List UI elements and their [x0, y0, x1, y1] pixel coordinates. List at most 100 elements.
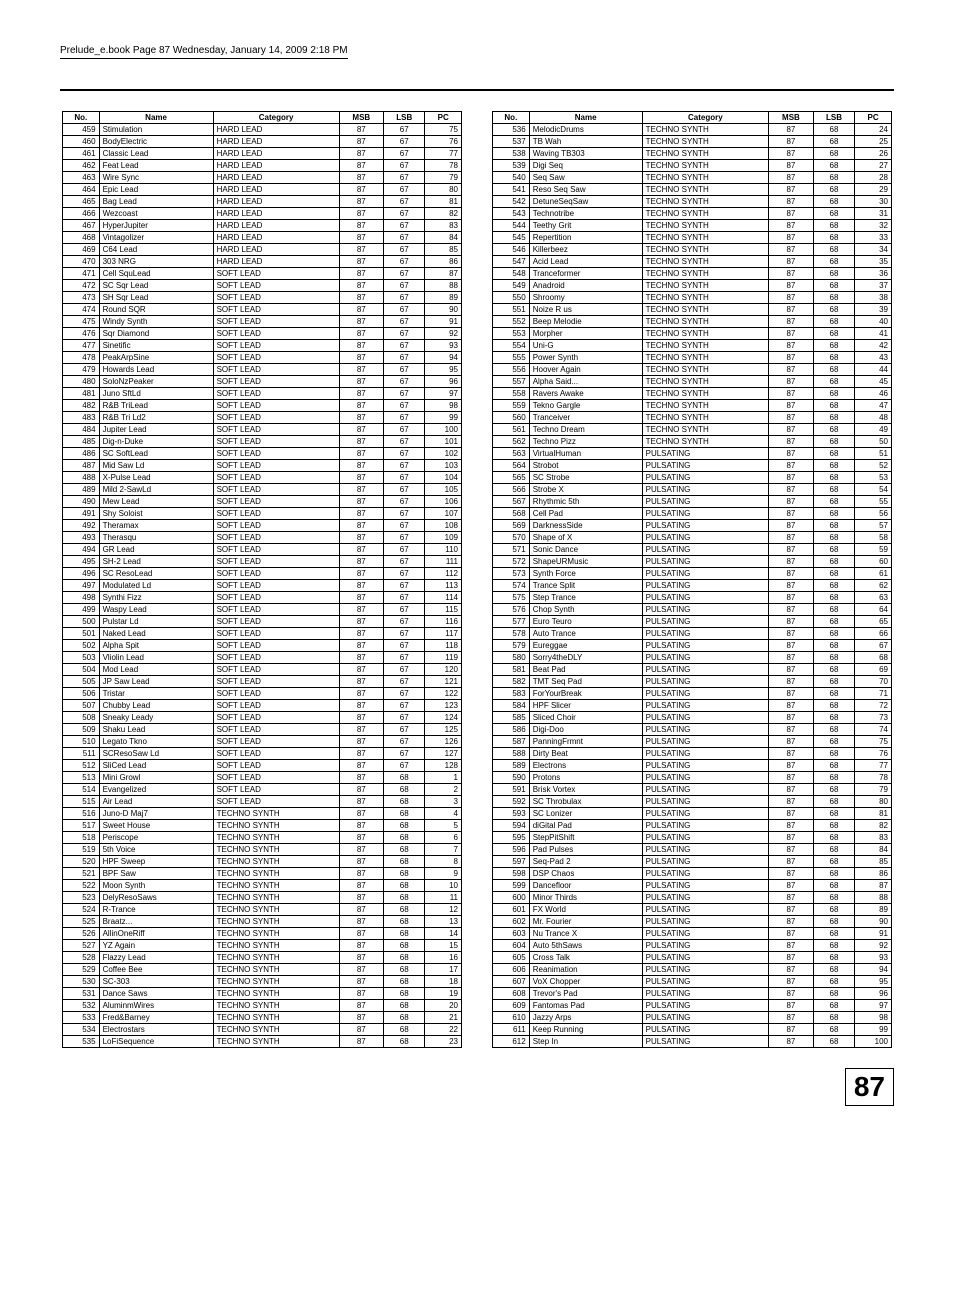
table-cell: Mini Growl: [99, 772, 213, 784]
table-cell: SOFT LEAD: [213, 328, 339, 340]
table-cell: 459: [63, 124, 100, 136]
table-cell: Vliolin Lead: [99, 652, 213, 664]
table-cell: 87: [339, 568, 384, 580]
table-cell: 484: [63, 424, 100, 436]
table-cell: PULSATING: [642, 520, 768, 532]
table-cell: 87: [769, 568, 814, 580]
table-cell: HARD LEAD: [213, 232, 339, 244]
table-cell: 461: [63, 148, 100, 160]
table-cell: 87: [769, 160, 814, 172]
table-cell: 67: [384, 700, 425, 712]
table-cell: SOFT LEAD: [213, 292, 339, 304]
table-cell: 67: [384, 760, 425, 772]
table-row: 534ElectrostarsTECHNO SYNTH876822: [63, 1024, 462, 1036]
table-cell: 67: [384, 400, 425, 412]
table-cell: 111: [425, 556, 462, 568]
table-cell: 87: [339, 496, 384, 508]
table-cell: 608: [493, 988, 530, 1000]
table-cell: 87: [339, 904, 384, 916]
table-cell: Cross Talk: [529, 952, 642, 964]
table-cell: 87: [339, 844, 384, 856]
table-cell: TECHNO SYNTH: [642, 208, 768, 220]
table-row: 595StepPitShiftPULSATING876883: [493, 832, 892, 844]
table-cell: TECHNO SYNTH: [213, 808, 339, 820]
table-cell: SOFT LEAD: [213, 616, 339, 628]
col-header: MSB: [769, 112, 814, 124]
table-cell: 596: [493, 844, 530, 856]
table-cell: Evangelized: [99, 784, 213, 796]
table-cell: 87: [769, 340, 814, 352]
table-cell: Beep Melodie: [529, 316, 642, 328]
table-cell: ForYourBreak: [529, 688, 642, 700]
table-cell: 518: [63, 832, 100, 844]
table-row: 570Shape of XPULSATING876858: [493, 532, 892, 544]
table-cell: Sneaky Leady: [99, 712, 213, 724]
table-cell: diGital Pad: [529, 820, 642, 832]
table-row: 558Ravers AwakeTECHNO SYNTH876846: [493, 388, 892, 400]
table-cell: TECHNO SYNTH: [642, 232, 768, 244]
table-cell: TECHNO SYNTH: [213, 880, 339, 892]
table-cell: SOFT LEAD: [213, 652, 339, 664]
table-cell: 74: [855, 724, 892, 736]
table-cell: MelodicDrums: [529, 124, 642, 136]
table-cell: 127: [425, 748, 462, 760]
table-cell: 504: [63, 664, 100, 676]
table-cell: 87: [339, 460, 384, 472]
table-cell: TECHNO SYNTH: [642, 424, 768, 436]
table-cell: 87: [339, 520, 384, 532]
table-cell: 119: [425, 652, 462, 664]
table-cell: 525: [63, 916, 100, 928]
table-row: 582TMT Seq PadPULSATING876870: [493, 676, 892, 688]
table-cell: 25: [855, 136, 892, 148]
table-cell: 471: [63, 268, 100, 280]
table-cell: Strobe X: [529, 484, 642, 496]
table-cell: PULSATING: [642, 1024, 768, 1036]
table-cell: 67: [384, 280, 425, 292]
table-cell: 68: [813, 340, 854, 352]
table-row: 601FX WorldPULSATING876889: [493, 904, 892, 916]
table-cell: SOFT LEAD: [213, 688, 339, 700]
table-cell: 68: [384, 892, 425, 904]
table-cell: 579: [493, 640, 530, 652]
table-cell: 586: [493, 724, 530, 736]
table-row: 477SinetificSOFT LEAD876793: [63, 340, 462, 352]
table-cell: TECHNO SYNTH: [213, 916, 339, 928]
table-row: 486SC SoftLeadSOFT LEAD8767102: [63, 448, 462, 460]
table-cell: 8: [425, 856, 462, 868]
table-cell: 21: [425, 1012, 462, 1024]
table-row: 560TranceiverTECHNO SYNTH876848: [493, 412, 892, 424]
table-cell: TECHNO SYNTH: [642, 304, 768, 316]
table-cell: HARD LEAD: [213, 136, 339, 148]
table-cell: 68: [384, 1024, 425, 1036]
table-cell: 87: [339, 676, 384, 688]
table-cell: 87: [769, 604, 814, 616]
table-cell: 587: [493, 736, 530, 748]
table-cell: 68: [813, 304, 854, 316]
table-row: 555Power SynthTECHNO SYNTH876843: [493, 352, 892, 364]
table-row: 607VoX ChopperPULSATING876895: [493, 976, 892, 988]
page-number-container: 87: [60, 1068, 894, 1106]
table-cell: 495: [63, 556, 100, 568]
table-cell: Power Synth: [529, 352, 642, 364]
table-cell: 87: [339, 400, 384, 412]
table-cell: 81: [855, 808, 892, 820]
table-cell: 303 NRG: [99, 256, 213, 268]
table-row: 598DSP ChaosPULSATING876886: [493, 868, 892, 880]
table-cell: 599: [493, 880, 530, 892]
table-cell: SOFT LEAD: [213, 484, 339, 496]
table-cell: R-Trance: [99, 904, 213, 916]
table-cell: 68: [813, 772, 854, 784]
table-cell: 497: [63, 580, 100, 592]
table-cell: PeakArpSine: [99, 352, 213, 364]
table-cell: 107: [425, 508, 462, 520]
table-cell: 581: [493, 664, 530, 676]
table-cell: 18: [425, 976, 462, 988]
table-cell: 41: [855, 328, 892, 340]
table-cell: 87: [339, 196, 384, 208]
table-cell: 67: [384, 184, 425, 196]
table-row: 550ShroomyTECHNO SYNTH876838: [493, 292, 892, 304]
table-cell: 87: [339, 472, 384, 484]
table-cell: R&B TriLead: [99, 400, 213, 412]
table-cell: 68: [384, 904, 425, 916]
table-cell: 67: [384, 316, 425, 328]
